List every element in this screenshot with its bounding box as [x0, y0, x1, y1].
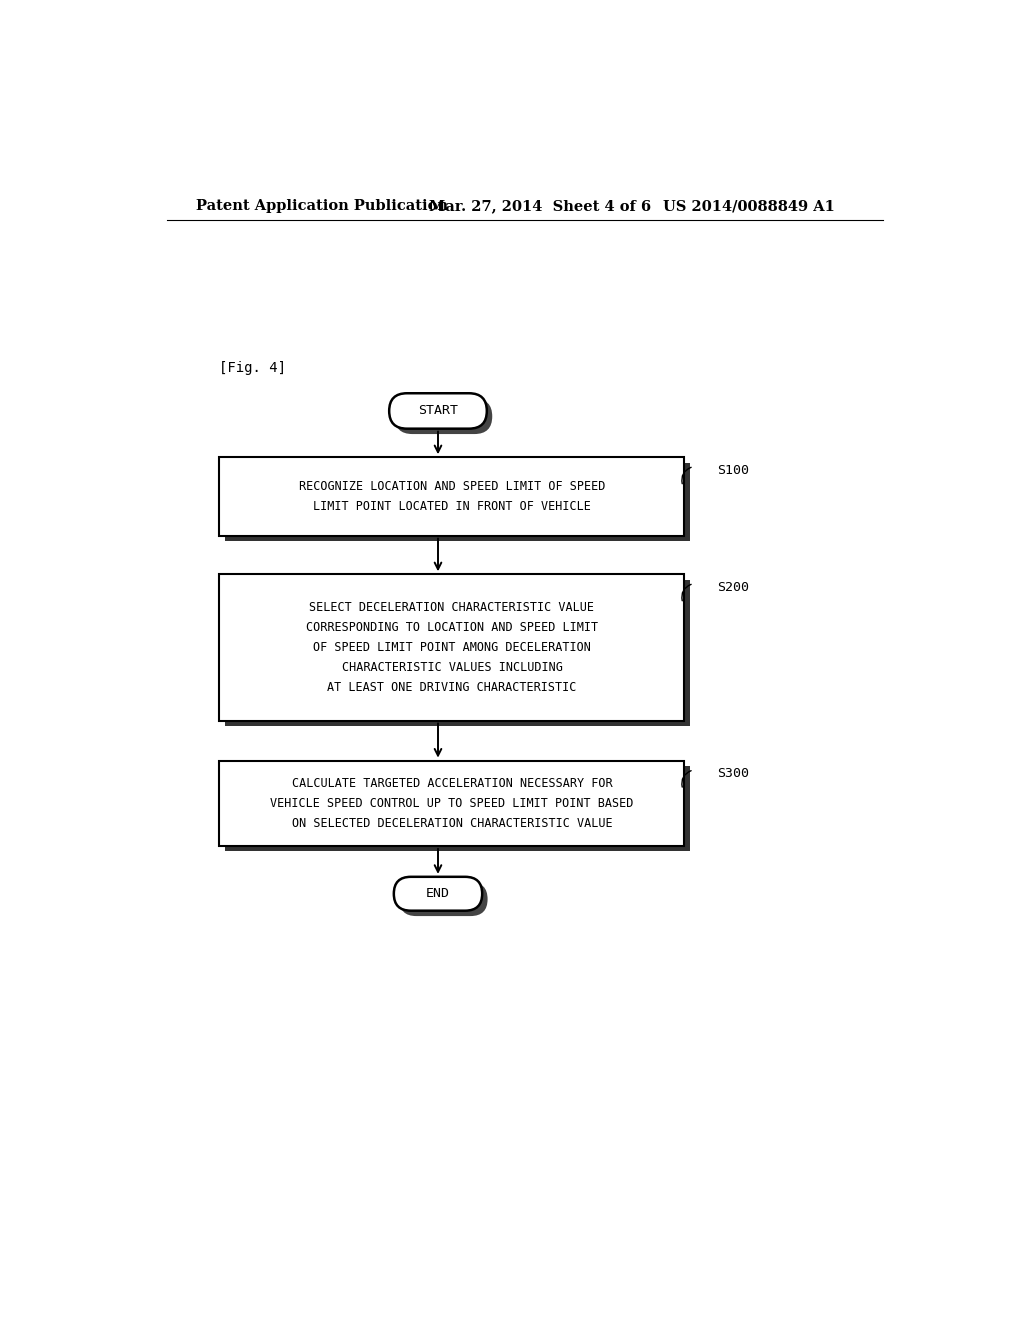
Text: SELECT DECELERATION CHARACTERISTIC VALUE
CORRESPONDING TO LOCATION AND SPEED LIM: SELECT DECELERATION CHARACTERISTIC VALUE…: [306, 601, 598, 694]
Text: Patent Application Publication: Patent Application Publication: [197, 199, 449, 213]
FancyBboxPatch shape: [399, 882, 487, 916]
FancyBboxPatch shape: [389, 393, 486, 429]
Bar: [225, 462, 690, 541]
FancyBboxPatch shape: [394, 399, 493, 434]
Text: S100: S100: [717, 463, 749, 477]
Text: [Fig. 4]: [Fig. 4]: [219, 360, 287, 375]
Text: S200: S200: [717, 581, 749, 594]
FancyBboxPatch shape: [394, 876, 482, 911]
Text: START: START: [418, 404, 458, 417]
Bar: [219, 457, 684, 536]
Text: US 2014/0088849 A1: US 2014/0088849 A1: [663, 199, 835, 213]
Text: RECOGNIZE LOCATION AND SPEED LIMIT OF SPEED
LIMIT POINT LOCATED IN FRONT OF VEHI: RECOGNIZE LOCATION AND SPEED LIMIT OF SP…: [299, 480, 605, 513]
Text: END: END: [426, 887, 450, 900]
Text: CALCULATE TARGETED ACCELERATION NECESSARY FOR
VEHICLE SPEED CONTROL UP TO SPEED : CALCULATE TARGETED ACCELERATION NECESSAR…: [270, 776, 634, 830]
Bar: [219, 760, 684, 846]
Bar: [225, 766, 690, 851]
Bar: [219, 574, 684, 721]
Bar: [225, 579, 690, 726]
Text: S300: S300: [717, 767, 749, 780]
Text: Mar. 27, 2014  Sheet 4 of 6: Mar. 27, 2014 Sheet 4 of 6: [429, 199, 651, 213]
